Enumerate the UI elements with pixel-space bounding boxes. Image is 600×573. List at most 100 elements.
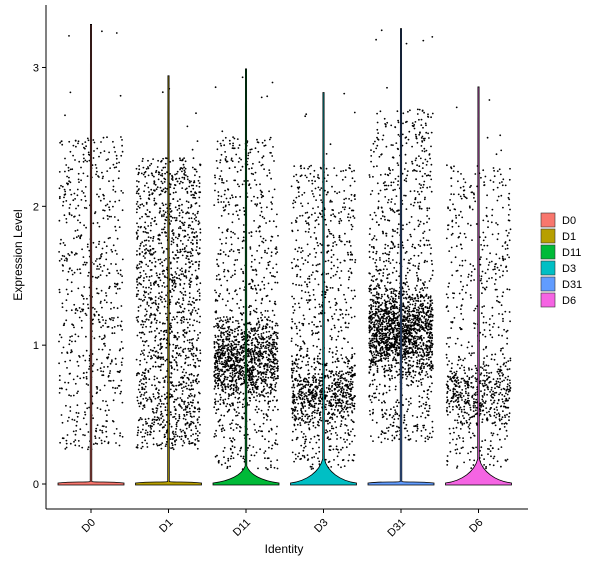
data-point — [87, 448, 89, 451]
data-point — [332, 242, 335, 244]
data-point — [351, 209, 354, 212]
data-point — [157, 258, 160, 261]
data-point — [317, 403, 320, 405]
data-point — [338, 398, 341, 400]
data-point — [145, 291, 148, 293]
data-point — [189, 395, 191, 398]
data-point — [259, 289, 262, 291]
data-point — [194, 191, 197, 194]
data-point — [99, 188, 101, 190]
data-point — [189, 324, 191, 326]
data-point — [240, 336, 243, 339]
data-point — [175, 428, 178, 430]
data-point — [160, 363, 163, 366]
data-point — [344, 232, 346, 235]
data-point — [259, 337, 261, 340]
data-point — [324, 293, 327, 296]
data-point — [213, 435, 216, 438]
data-point — [196, 357, 199, 360]
data-point — [318, 352, 321, 355]
data-point — [263, 338, 266, 340]
data-point — [98, 195, 100, 198]
data-point — [215, 409, 218, 411]
data-point — [69, 181, 72, 184]
data-point — [239, 348, 242, 350]
data-point — [318, 438, 320, 441]
data-point — [250, 265, 253, 268]
data-point — [185, 212, 187, 215]
data-point — [230, 347, 233, 350]
data-point — [108, 379, 110, 382]
data-point — [112, 244, 115, 247]
data-point — [274, 405, 276, 408]
data-point — [248, 306, 250, 309]
data-point — [232, 250, 235, 253]
data-point — [177, 420, 179, 422]
data-point — [59, 242, 62, 245]
data-point — [218, 379, 221, 381]
data-point — [103, 440, 106, 443]
data-point — [115, 154, 118, 157]
data-point — [344, 206, 347, 209]
data-point — [59, 387, 61, 390]
data-point — [258, 244, 261, 247]
data-point — [253, 195, 255, 198]
data-point — [171, 366, 173, 369]
data-point — [250, 353, 252, 356]
data-point — [219, 368, 222, 371]
data-point — [165, 258, 167, 260]
data-point — [300, 407, 303, 410]
data-point — [182, 348, 185, 351]
data-point — [95, 167, 98, 169]
data-point — [191, 263, 194, 266]
data-point — [249, 418, 251, 421]
data-point — [233, 137, 236, 140]
data-point — [190, 241, 193, 244]
data-point — [317, 457, 319, 460]
data-point — [266, 385, 269, 387]
data-point — [114, 151, 116, 153]
data-point — [86, 407, 89, 410]
data-point — [72, 378, 75, 381]
data-point — [219, 348, 222, 351]
data-point — [190, 442, 193, 445]
data-point — [247, 180, 249, 182]
data-point — [265, 336, 268, 339]
data-point — [350, 316, 353, 319]
data-point — [232, 213, 235, 216]
data-point — [155, 169, 158, 172]
data-point — [240, 371, 243, 373]
data-point — [332, 236, 335, 239]
data-point — [225, 330, 228, 333]
data-point — [193, 306, 196, 309]
data-point — [59, 441, 61, 444]
data-point — [98, 176, 100, 178]
data-point — [102, 193, 104, 196]
data-point — [307, 458, 310, 460]
data-point — [345, 169, 347, 172]
data-point — [135, 203, 138, 205]
data-point — [219, 353, 222, 356]
data-point — [106, 326, 109, 328]
data-point — [330, 214, 332, 217]
data-point — [175, 336, 177, 339]
data-point — [189, 401, 192, 404]
data-point — [153, 354, 155, 356]
data-point — [260, 374, 263, 376]
data-point — [220, 284, 223, 287]
data-point — [143, 344, 145, 347]
data-point — [73, 326, 75, 329]
data-point — [67, 166, 70, 169]
data-point — [230, 383, 233, 386]
data-point — [163, 426, 166, 428]
data-point — [346, 371, 349, 374]
data-point — [143, 349, 146, 351]
data-point — [302, 449, 305, 452]
data-point — [234, 273, 236, 276]
data-point — [98, 257, 101, 260]
data-point — [142, 383, 145, 386]
data-point — [300, 383, 302, 386]
data-point — [223, 334, 226, 336]
data-point — [85, 376, 88, 378]
data-point — [269, 358, 272, 361]
